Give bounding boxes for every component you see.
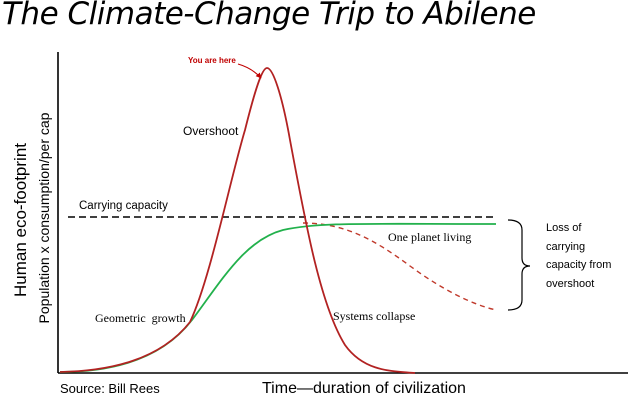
source-credit: Source: Bill Rees bbox=[60, 381, 160, 396]
overshoot-curve bbox=[59, 67, 416, 374]
you-are-here-arrow bbox=[237, 63, 262, 79]
loss-of-capacity-label: Loss of carrying capacity from overshoot bbox=[546, 222, 612, 290]
diagram-title: The Climate-Change Trip to Abilene bbox=[2, 0, 536, 32]
systems-collapse-label: Systems collapse bbox=[333, 309, 416, 323]
you-are-here-label: You are here bbox=[188, 56, 236, 65]
x-axis-label: Time—duration of civilization bbox=[262, 380, 466, 397]
geometric-growth-label: Geometric growth bbox=[95, 311, 186, 325]
y-axis-label: Human eco-footprint bbox=[11, 142, 30, 298]
loss-brace bbox=[507, 219, 531, 311]
one-planet-living-curve bbox=[59, 222, 497, 373]
overshoot-label: Overshoot bbox=[183, 124, 239, 138]
declining-capacity-curve bbox=[302, 222, 497, 311]
carrying-capacity-label: Carrying capacity bbox=[79, 200, 168, 212]
one-planet-living-label: One planet living bbox=[388, 230, 472, 244]
y-axis-sublabel: Population x consumption/per cap bbox=[36, 112, 52, 324]
